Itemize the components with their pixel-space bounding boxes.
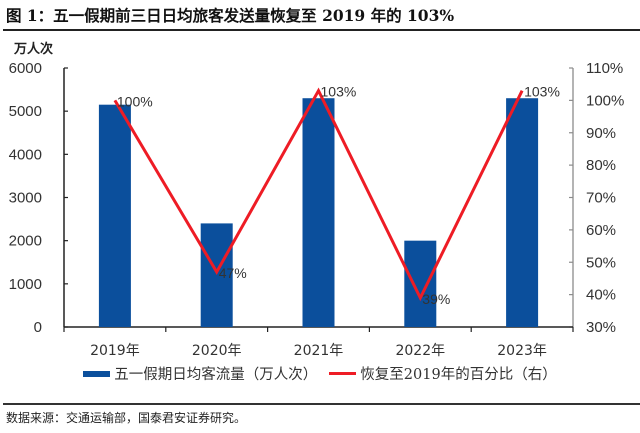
right-axis-tick-label: 70%	[586, 190, 616, 207]
legend-swatch-line	[329, 372, 357, 375]
right-axis-tick-label: 100%	[586, 92, 624, 109]
right-axis-tick-label: 60%	[586, 222, 616, 239]
left-axis-tick-label: 2000	[9, 233, 42, 250]
bottom-divider	[3, 403, 640, 405]
left-axis-tick-label: 0	[34, 319, 42, 336]
bar	[98, 104, 131, 327]
bar	[302, 98, 335, 327]
data-source-note: 数据来源：交通运输部，国泰君安证券研究。	[6, 411, 247, 425]
legend: 五一假期日均客流量（万人次） 恢复至2019年的百分比（右）	[0, 363, 640, 384]
left-axis: 0 1000 2000 3000 4000 5000 6000	[9, 60, 68, 336]
right-axis-tick-label: 110%	[586, 60, 623, 77]
chart-title: 图 1：五一假期前三日日均旅客发送量恢复至 2019 年的 103%	[6, 6, 455, 25]
line-data-label: 103%	[524, 84, 560, 100]
bar	[506, 98, 539, 327]
x-axis-category-label: 2021年	[294, 343, 344, 359]
x-axis-category-label: 2019年	[90, 343, 140, 359]
top-divider	[3, 29, 640, 31]
legend-item-line: 恢复至2019年的百分比（右）	[329, 363, 557, 384]
x-axis: 2019年 2020年 2021年 2022年 2023年	[63, 326, 574, 359]
left-axis-tick-label: 1000	[9, 276, 42, 293]
line-series	[113, 87, 524, 302]
right-axis-tick-label: 30%	[586, 319, 616, 336]
right-axis: 30% 40% 50% 60% 70% 80% 90% 100% 110%	[569, 60, 624, 336]
right-axis-tick-label: 80%	[586, 157, 616, 174]
legend-label-bars: 五一假期日均客流量（万人次）	[114, 367, 318, 383]
x-axis-category-label: 2020年	[192, 343, 242, 359]
bar	[404, 240, 437, 327]
right-axis-tick-label: 90%	[586, 125, 616, 142]
left-axis-tick-label: 6000	[9, 60, 42, 77]
right-axis-tick-label: 50%	[586, 254, 616, 271]
left-axis-tick-label: 4000	[9, 146, 42, 163]
right-axis-tick-label: 40%	[586, 287, 616, 304]
line-data-label: 47%	[219, 265, 247, 281]
legend-label-line: 恢复至2019年的百分比（右）	[360, 367, 557, 383]
line-data-label: 103%	[321, 84, 357, 100]
line-data-label: 100%	[117, 93, 153, 109]
legend-swatch-bar	[83, 370, 111, 377]
left-axis-unit: 万人次	[14, 42, 54, 57]
legend-item-bars: 五一假期日均客流量（万人次）	[83, 363, 317, 384]
left-axis-tick-label: 3000	[9, 190, 42, 207]
left-axis-tick-label: 5000	[9, 103, 42, 120]
x-axis-category-label: 2022年	[395, 343, 445, 359]
bar-series	[98, 98, 539, 327]
data-labels: 100% 47% 103% 39% 103%	[117, 84, 560, 307]
line-data-label: 39%	[422, 291, 450, 307]
x-axis-category-label: 2023年	[497, 343, 547, 359]
bar	[200, 223, 233, 327]
